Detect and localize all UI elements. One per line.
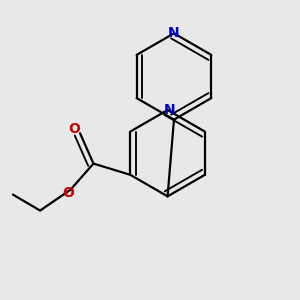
Text: O: O [62, 186, 74, 200]
Text: N: N [168, 26, 180, 40]
Text: O: O [68, 122, 80, 136]
Text: N: N [164, 103, 175, 117]
